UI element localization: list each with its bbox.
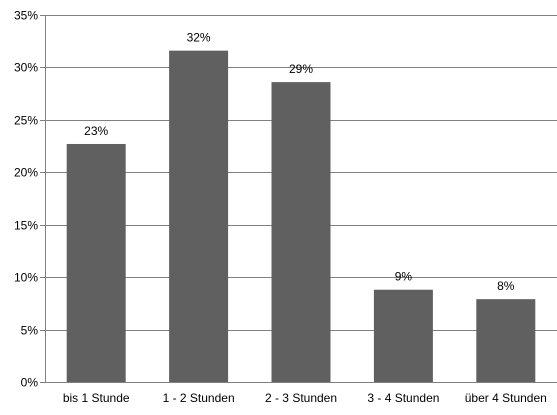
y-tick-label: 10% <box>14 271 38 285</box>
x-tick-label: über 4 Stunden <box>465 391 547 405</box>
data-label: 8% <box>497 279 515 293</box>
y-tick-label: 35% <box>14 9 38 23</box>
x-tick-labels: bis 1 Stunde 1 - 2 Stunden 2 - 3 Stunden 3 … <box>63 391 547 405</box>
axes <box>40 15 557 383</box>
data-label: 29% <box>289 62 313 76</box>
data-labels: 23% 32% 29% 9% 8% <box>84 31 515 294</box>
y-tick-labels: 0% 5% 10% 15% 20% 25% 30% 35% <box>14 9 38 390</box>
data-label: 32% <box>187 31 211 45</box>
x-tick-label: 2 - 3 Stunden <box>265 391 337 405</box>
y-tick-label: 30% <box>14 61 38 75</box>
y-tick-label: 15% <box>14 219 38 233</box>
bars <box>66 50 536 382</box>
bar <box>169 50 229 382</box>
y-tick-label: 5% <box>21 324 39 338</box>
x-tick-label: 1 - 2 Stunden <box>163 391 235 405</box>
bar <box>373 289 433 382</box>
y-tick-label: 25% <box>14 114 38 128</box>
x-tick-label: bis 1 Stunde <box>63 391 130 405</box>
x-tick-label: 3 - 4 Stunden <box>367 391 439 405</box>
data-label: 23% <box>84 124 108 138</box>
y-tick-label: 0% <box>21 376 39 390</box>
bar <box>271 82 331 382</box>
bar <box>66 143 126 382</box>
y-tick-label: 20% <box>14 166 38 180</box>
data-label: 9% <box>395 270 413 284</box>
bar <box>476 299 536 382</box>
